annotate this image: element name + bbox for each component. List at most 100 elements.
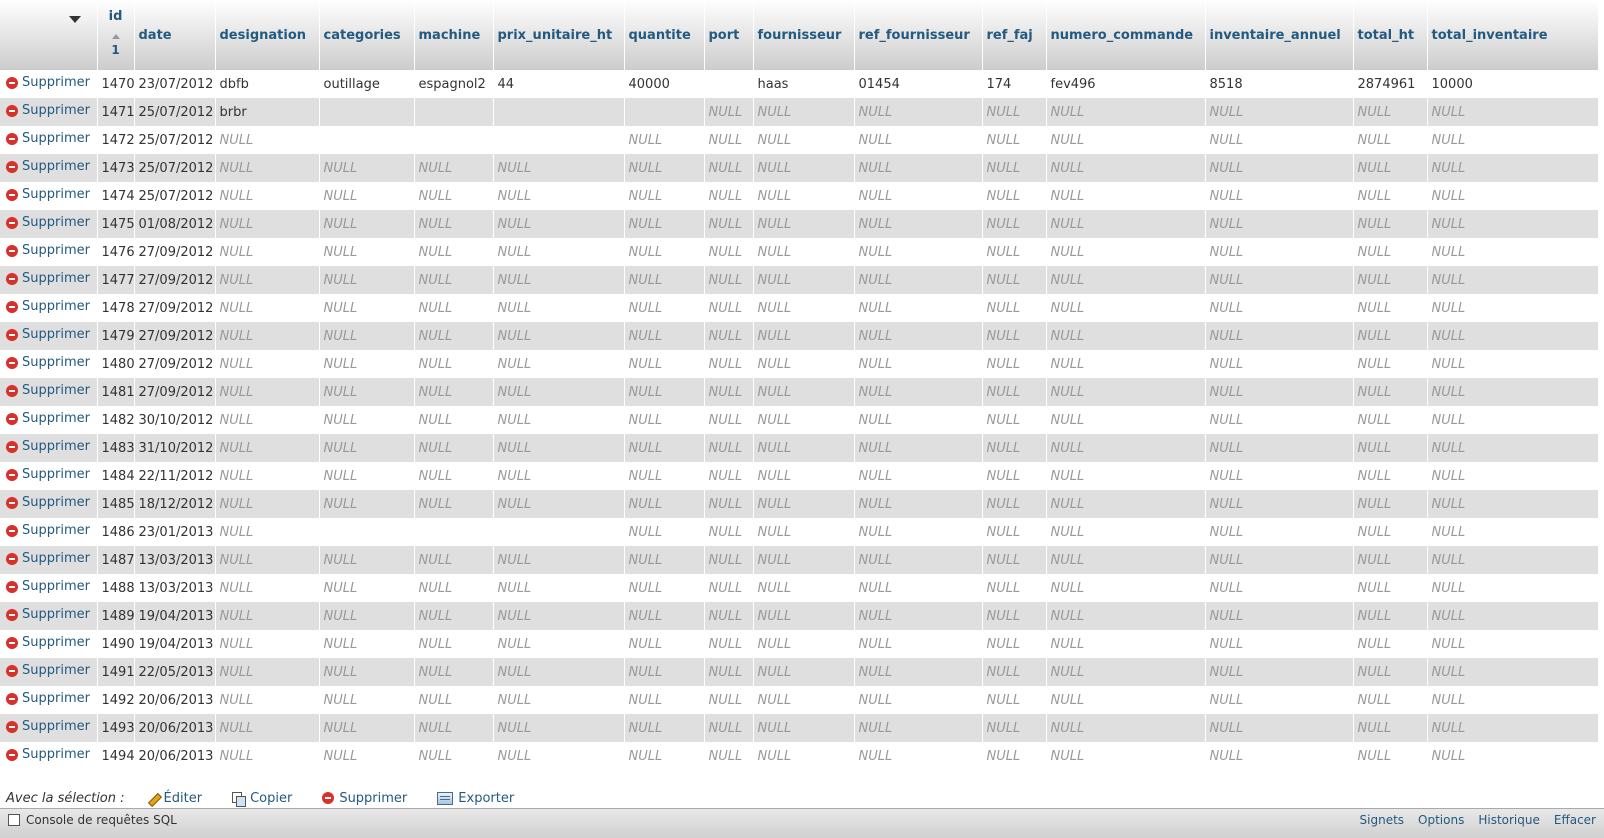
cell-total-ht[interactable]: NULL (1353, 462, 1428, 490)
cell-prix-unitaire-ht[interactable]: NULL (493, 434, 625, 462)
cell-machine[interactable] (414, 126, 494, 154)
cell-date[interactable]: 25/07/2012 (134, 182, 216, 210)
cell-quantite[interactable]: NULL (624, 518, 705, 546)
cell-port[interactable]: NULL (704, 182, 754, 210)
cell-total-inventaire[interactable]: NULL (1427, 714, 1599, 742)
cell-port[interactable]: NULL (704, 686, 754, 714)
cell-categories[interactable]: NULL (319, 378, 415, 406)
cell-categories[interactable]: NULL (319, 210, 415, 238)
cell-inventaire-annuel[interactable]: NULL (1205, 546, 1354, 574)
cell-numero-commande[interactable]: NULL (1046, 686, 1206, 714)
cell-categories[interactable]: NULL (319, 322, 415, 350)
cell-quantite[interactable] (624, 98, 705, 126)
cell-designation[interactable]: NULL (215, 238, 320, 266)
delete-row-button[interactable]: Supprimer (6, 383, 90, 398)
cell-id[interactable]: 1490 (97, 630, 135, 658)
column-header-port[interactable]: port (704, 0, 754, 70)
cell-total-ht[interactable]: NULL (1353, 490, 1428, 518)
cell-total-inventaire[interactable]: NULL (1427, 406, 1599, 434)
cell-designation[interactable]: NULL (215, 630, 320, 658)
delete-row-button[interactable]: Supprimer (6, 103, 90, 118)
cell-ref-faj[interactable]: NULL (982, 210, 1047, 238)
cell-ref-fournisseur[interactable]: NULL (854, 518, 983, 546)
cell-total-inventaire[interactable]: NULL (1427, 490, 1599, 518)
cell-inventaire-annuel[interactable]: NULL (1205, 98, 1354, 126)
cell-fournisseur[interactable]: NULL (753, 350, 855, 378)
cell-prix-unitaire-ht[interactable]: NULL (493, 378, 625, 406)
cell-id[interactable]: 1480 (97, 350, 135, 378)
cell-port[interactable]: NULL (704, 154, 754, 182)
cell-fournisseur[interactable]: NULL (753, 378, 855, 406)
cell-total-inventaire[interactable]: NULL (1427, 154, 1599, 182)
cell-total-ht[interactable]: NULL (1353, 574, 1428, 602)
cell-fournisseur[interactable]: NULL (753, 322, 855, 350)
cell-fournisseur[interactable]: NULL (753, 658, 855, 686)
cell-categories[interactable]: outillage (319, 70, 415, 98)
delete-row-button[interactable]: Supprimer (6, 355, 90, 370)
delete-row-button[interactable]: Supprimer (6, 691, 90, 706)
cell-ref-fournisseur[interactable]: NULL (854, 350, 983, 378)
cell-ref-fournisseur[interactable]: NULL (854, 434, 983, 462)
column-header-date[interactable]: date (134, 0, 216, 70)
cell-total-ht[interactable]: NULL (1353, 658, 1428, 686)
cell-prix-unitaire-ht[interactable] (493, 126, 625, 154)
cell-machine[interactable]: NULL (414, 686, 494, 714)
console-link-options[interactable]: Options (1418, 813, 1465, 827)
cell-quantite[interactable]: NULL (624, 434, 705, 462)
cell-numero-commande[interactable]: NULL (1046, 658, 1206, 686)
copy-selected-button[interactable]: Copier (232, 791, 292, 807)
cell-total-inventaire[interactable]: NULL (1427, 322, 1599, 350)
cell-quantite[interactable]: NULL (624, 406, 705, 434)
cell-inventaire-annuel[interactable]: NULL (1205, 238, 1354, 266)
cell-designation[interactable]: dbfb (215, 70, 320, 98)
cell-categories[interactable]: NULL (319, 154, 415, 182)
cell-quantite[interactable]: NULL (624, 210, 705, 238)
cell-prix-unitaire-ht[interactable]: NULL (493, 714, 625, 742)
cell-machine[interactable]: NULL (414, 742, 494, 770)
delete-row-button[interactable]: Supprimer (6, 495, 90, 510)
cell-inventaire-annuel[interactable]: NULL (1205, 462, 1354, 490)
cell-quantite[interactable]: NULL (624, 630, 705, 658)
cell-fournisseur[interactable]: NULL (753, 154, 855, 182)
column-header-categories[interactable]: categories (319, 0, 415, 70)
delete-row-button[interactable]: Supprimer (6, 579, 90, 594)
delete-row-button[interactable]: Supprimer (6, 327, 90, 342)
cell-fournisseur[interactable]: NULL (753, 182, 855, 210)
cell-fournisseur[interactable]: NULL (753, 238, 855, 266)
cell-machine[interactable]: NULL (414, 630, 494, 658)
cell-quantite[interactable]: NULL (624, 742, 705, 770)
cell-machine[interactable]: NULL (414, 378, 494, 406)
cell-ref-fournisseur[interactable]: NULL (854, 574, 983, 602)
cell-categories[interactable]: NULL (319, 742, 415, 770)
cell-inventaire-annuel[interactable]: NULL (1205, 714, 1354, 742)
cell-numero-commande[interactable]: NULL (1046, 238, 1206, 266)
cell-fournisseur[interactable]: NULL (753, 98, 855, 126)
export-selected-button[interactable]: Exporter (437, 791, 514, 806)
cell-prix-unitaire-ht[interactable]: NULL (493, 406, 625, 434)
cell-date[interactable]: 25/07/2012 (134, 154, 216, 182)
cell-total-ht[interactable]: 2874961 (1353, 70, 1428, 98)
cell-total-inventaire[interactable]: NULL (1427, 210, 1599, 238)
column-header-label[interactable]: id (108, 9, 123, 24)
cell-total-inventaire[interactable]: NULL (1427, 742, 1599, 770)
cell-date[interactable]: 27/09/2012 (134, 322, 216, 350)
cell-categories[interactable]: NULL (319, 546, 415, 574)
cell-id[interactable]: 1486 (97, 518, 135, 546)
cell-designation[interactable]: NULL (215, 266, 320, 294)
cell-machine[interactable] (414, 518, 494, 546)
cell-total-ht[interactable]: NULL (1353, 602, 1428, 630)
cell-total-inventaire[interactable]: NULL (1427, 378, 1599, 406)
cell-port[interactable]: NULL (704, 518, 754, 546)
cell-prix-unitaire-ht[interactable]: NULL (493, 266, 625, 294)
cell-fournisseur[interactable]: NULL (753, 266, 855, 294)
cell-ref-faj[interactable]: NULL (982, 238, 1047, 266)
cell-prix-unitaire-ht[interactable]: NULL (493, 490, 625, 518)
cell-total-inventaire[interactable]: 10000 (1427, 70, 1599, 98)
cell-total-ht[interactable]: NULL (1353, 294, 1428, 322)
cell-prix-unitaire-ht[interactable]: NULL (493, 546, 625, 574)
cell-id[interactable]: 1482 (97, 406, 135, 434)
cell-port[interactable]: NULL (704, 294, 754, 322)
cell-numero-commande[interactable]: NULL (1046, 742, 1206, 770)
cell-id[interactable]: 1471 (97, 98, 135, 126)
cell-total-ht[interactable]: NULL (1353, 406, 1428, 434)
